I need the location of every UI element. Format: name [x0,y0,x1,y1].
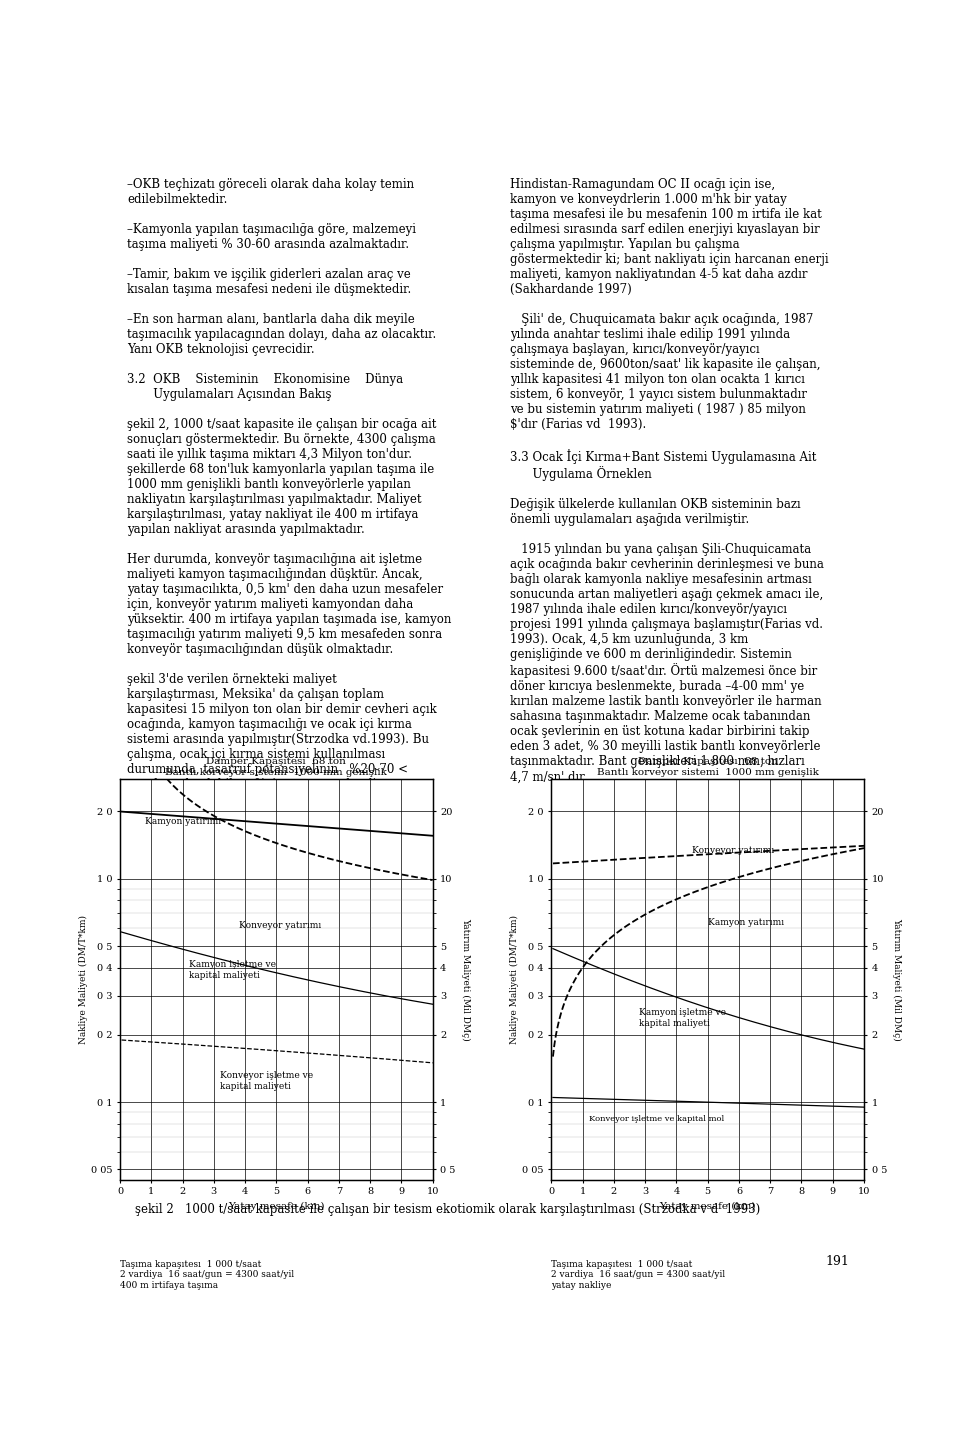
Text: Kamyon yatırımı: Kamyon yatırımı [708,918,783,927]
Text: Hindistan-Ramagundam OC II ocağı için ise,
kamyon ve konveydrlerin 1.000 m'hk bi: Hindistan-Ramagundam OC II ocağı için is… [510,178,828,784]
Text: Taşıma kapaşıtesı  1 000 t/saat
2 vardiya  16 saat/gun = 4300 saat/yil
400 m irt: Taşıma kapaşıtesı 1 000 t/saat 2 vardiya… [120,1260,294,1290]
Text: 191: 191 [826,1256,849,1269]
Text: Konveyor işletme ve kapital mol: Konveyor işletme ve kapital mol [588,1115,724,1124]
Text: Kamyon yatırımı: Kamyon yatırımı [145,818,221,827]
X-axis label: Yatay mesafe (km): Yatay mesafe (km) [660,1203,756,1211]
Y-axis label: Nakliye Maliyeti (DM/T*km): Nakliye Maliyeti (DM/T*km) [511,914,519,1043]
Text: Kamyon işletme ve
kapital maliyeti: Kamyon işletme ve kapital maliyeti [639,1009,726,1027]
X-axis label: Yatay mesafe (km): Yatay mesafe (km) [228,1203,324,1211]
Y-axis label: Yatırım Maliyeti (Mil DMç): Yatırım Maliyeti (Mil DMç) [461,918,470,1040]
Title: Damper Kapaşıtesı  68 ton
Bantlı korveyor sistemi  1000 mm genişlik: Damper Kapaşıtesı 68 ton Bantlı korveyor… [597,758,819,776]
Text: Konveyor yatırımı: Konveyor yatırımı [692,847,775,855]
Text: Konveyor işletme ve
kapital maliyeti: Konveyor işletme ve kapital maliyeti [220,1071,313,1091]
Y-axis label: Yatırım Maliyeti (Mil DMç): Yatırım Maliyeti (Mil DMç) [893,918,901,1040]
Y-axis label: Nakliye Maliyeti (DM/T*km): Nakliye Maliyeti (DM/T*km) [79,914,88,1043]
Text: Konveyor yatırımı: Konveyor yatırımı [239,921,321,930]
Text: Taşıma kapaşıtesı  1 000 t/saat
2 vardiya  16 saat/gun = 4300 saat/yil
yatay nak: Taşıma kapaşıtesı 1 000 t/saat 2 vardiya… [551,1260,726,1290]
Text: –OKB teçhizatı göreceli olarak daha kolay temin
edilebilmektedir.

–Kamyonla yap: –OKB teçhizatı göreceli olarak daha kola… [128,178,451,791]
Text: şekil 2   1000 t/saat kapasite ile çalışan bir tesism ekotiomik olarak karşılaşt: şekil 2 1000 t/saat kapasite ile çalışan… [134,1204,760,1217]
Title: Damper Kapaşıtesı  68 ton
Bantlı korveyor sistemi  1000 mm genişlik: Damper Kapaşıtesı 68 ton Bantlı korveyor… [165,758,387,776]
Text: Kamyon işletme ve
kapital maliyeti: Kamyon işletme ve kapital maliyeti [189,960,276,980]
